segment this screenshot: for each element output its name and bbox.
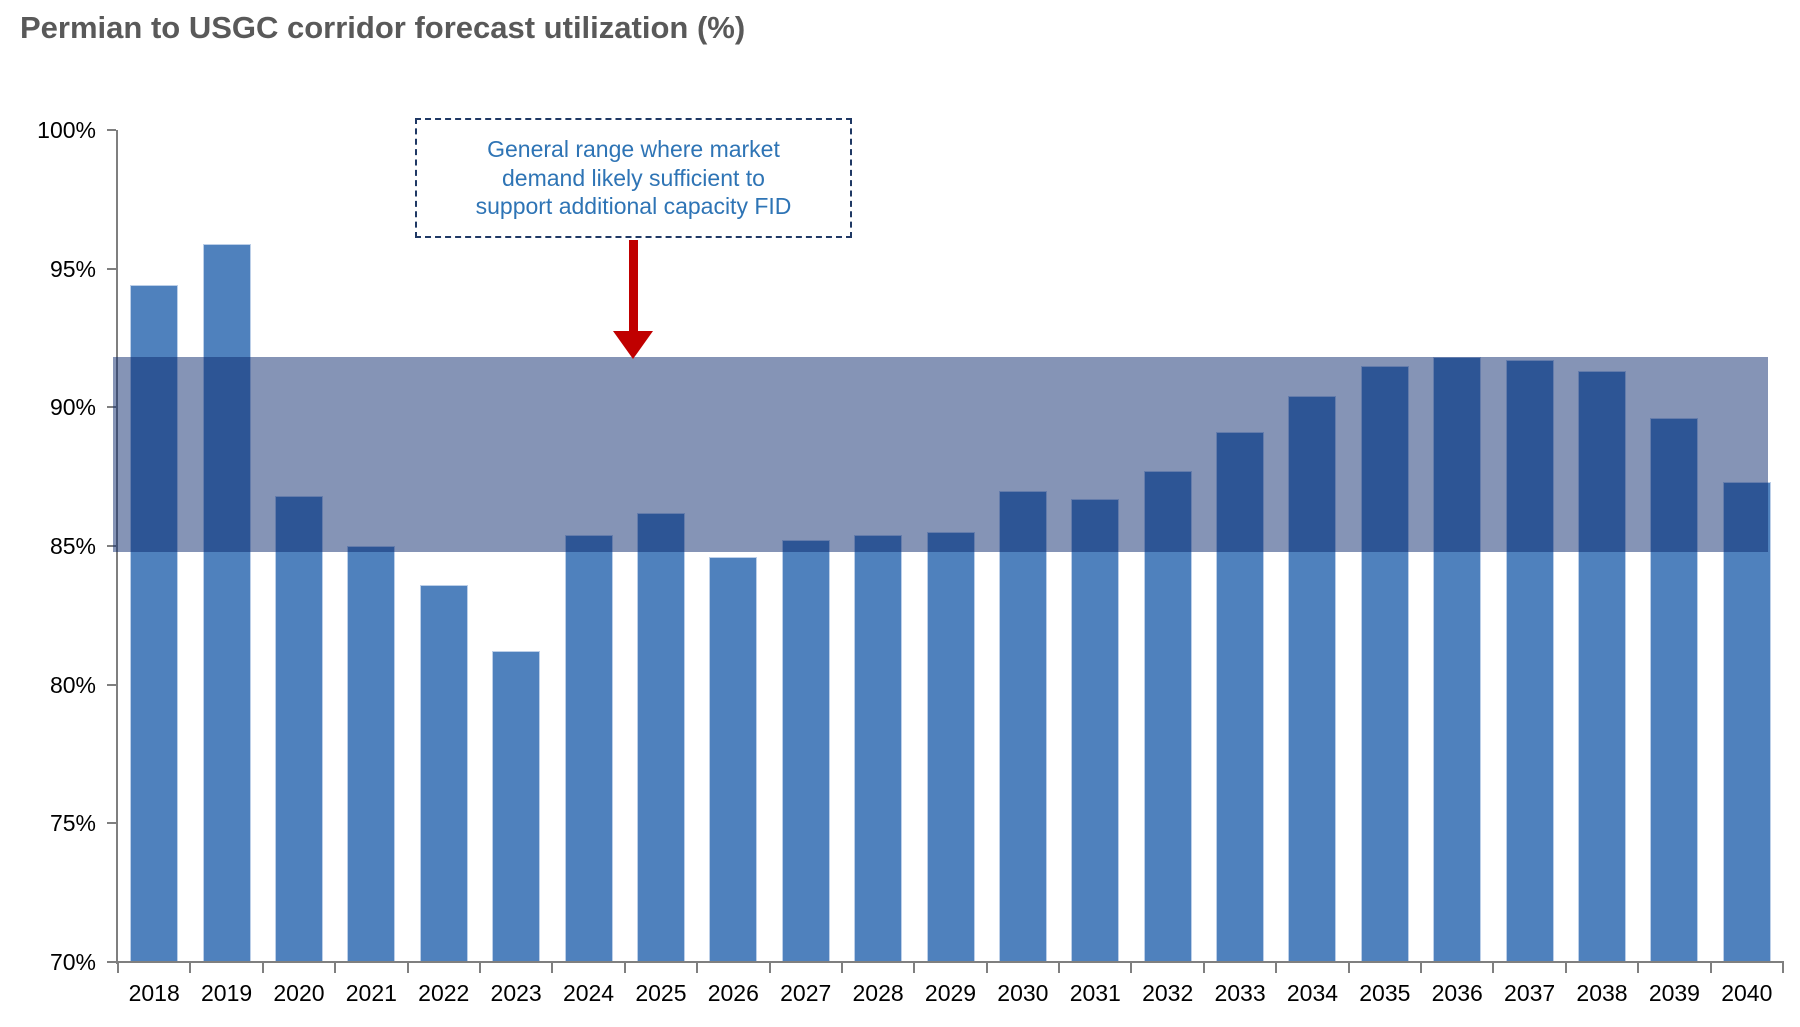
- x-tick: [334, 961, 337, 973]
- y-tick: [107, 961, 116, 963]
- x-label-2037: 2037: [1504, 980, 1556, 1006]
- annotation-arrow-head-icon: [613, 331, 653, 359]
- x-label-2034: 2034: [1286, 980, 1339, 1006]
- x-label-2040: 2040: [1721, 980, 1773, 1006]
- annotation-arrow-shaft: [629, 240, 638, 332]
- x-tick: [1347, 961, 1350, 973]
- x-label-2019: 2019: [200, 980, 253, 1006]
- bar-2030: [998, 490, 1047, 962]
- x-label-2027: 2027: [780, 980, 832, 1006]
- x-label-2035: 2035: [1359, 980, 1411, 1006]
- x-label-2032: 2032: [1142, 980, 1194, 1006]
- x-tick: [117, 961, 119, 973]
- x-tick: [1058, 961, 1061, 973]
- x-label-2022: 2022: [418, 980, 470, 1006]
- bar-2027: [781, 540, 830, 962]
- bar-2025: [636, 512, 685, 962]
- bar-2031: [1071, 498, 1120, 962]
- y-label-85: 85%: [49, 533, 96, 559]
- x-tick: [768, 961, 771, 973]
- x-tick: [913, 961, 916, 973]
- x-label-2018: 2018: [128, 980, 180, 1006]
- bar-2022: [419, 584, 468, 962]
- x-label-2036: 2036: [1431, 980, 1483, 1006]
- bar-2032: [1143, 471, 1192, 962]
- y-tick: [107, 545, 116, 547]
- bar-2021: [347, 546, 396, 962]
- x-label-2038: 2038: [1576, 980, 1628, 1006]
- y-tick: [107, 129, 116, 131]
- y-tick: [107, 267, 116, 270]
- x-label-2039: 2039: [1648, 980, 1700, 1006]
- annotation-callout-box: General range where market demand likely…: [415, 118, 852, 238]
- x-label-2021: 2021: [345, 980, 397, 1006]
- bar-2028: [854, 534, 903, 962]
- x-label-2023: 2023: [490, 980, 542, 1006]
- annotation-line-3: support additional capacity FID: [475, 193, 792, 220]
- y-tick: [107, 406, 116, 409]
- bar-2020: [274, 496, 323, 962]
- x-label-2025: 2025: [635, 980, 687, 1006]
- x-label-2028: 2028: [852, 980, 904, 1006]
- x-tick: [551, 961, 554, 973]
- x-tick: [696, 961, 699, 973]
- x-tick: [623, 961, 626, 973]
- x-label-2024: 2024: [562, 980, 615, 1006]
- bar-2026: [709, 557, 758, 962]
- x-tick: [1637, 961, 1640, 973]
- y-tick: [107, 822, 116, 825]
- x-label-2030: 2030: [997, 980, 1049, 1006]
- x-tick: [478, 961, 481, 973]
- x-tick: [1275, 961, 1278, 973]
- annotation-line-1: General range where market: [487, 136, 780, 163]
- x-tick: [1564, 961, 1567, 973]
- x-tick: [1709, 961, 1712, 973]
- x-label-2031: 2031: [1069, 980, 1121, 1006]
- x-tick: [840, 961, 843, 973]
- bar-2019: [202, 243, 251, 962]
- x-tick: [406, 961, 409, 973]
- x-label-2020: 2020: [273, 980, 325, 1006]
- bar-2024: [564, 534, 613, 962]
- x-tick: [1130, 961, 1133, 973]
- bar-2023: [492, 651, 541, 962]
- x-tick: [1202, 961, 1205, 973]
- y-label-70: 70%: [49, 949, 96, 975]
- x-tick: [1420, 961, 1423, 973]
- annotation-line-2: demand likely sufficient to: [502, 164, 765, 191]
- y-label-100: 100%: [37, 117, 96, 143]
- y-tick: [107, 683, 116, 686]
- y-label-90: 90%: [49, 394, 96, 421]
- x-tick: [1782, 961, 1784, 973]
- y-label-80: 80%: [49, 671, 96, 698]
- utilization-band: [113, 357, 1768, 552]
- x-tick: [985, 961, 988, 973]
- x-tick: [261, 961, 264, 973]
- y-label-75: 75%: [49, 810, 96, 837]
- y-label-95: 95%: [49, 255, 96, 282]
- bar-2040: [1722, 482, 1771, 962]
- x-axis-line: [116, 961, 1783, 963]
- x-tick: [189, 961, 192, 973]
- chart-title: Permian to USGC corridor forecast utiliz…: [20, 10, 746, 45]
- x-label-2033: 2033: [1214, 980, 1266, 1006]
- x-label-2029: 2029: [924, 980, 977, 1006]
- x-tick: [1492, 961, 1495, 973]
- bar-2029: [926, 532, 975, 962]
- x-label-2026: 2026: [707, 980, 759, 1006]
